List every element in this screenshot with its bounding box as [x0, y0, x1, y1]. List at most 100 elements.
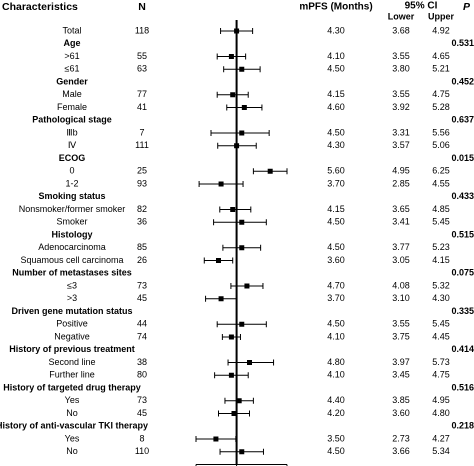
point-estimate	[218, 181, 224, 187]
point-estimate	[215, 258, 221, 263]
row-label: Positive	[56, 319, 88, 329]
group-label: ECOG	[59, 153, 86, 163]
upper-value: 4.27	[432, 433, 450, 443]
group-label: Driven gene mutation status	[11, 306, 132, 316]
estimate-value: 4.40	[327, 395, 345, 405]
column-header: Lower	[388, 11, 415, 21]
row-label: 0	[69, 166, 74, 176]
estimate-value: 4.60	[327, 102, 345, 112]
upper-value: 4.45	[432, 331, 450, 341]
lower-value: 3.55	[392, 319, 410, 329]
point-estimate	[244, 283, 250, 289]
lower-value: 4.95	[392, 166, 410, 176]
lower-value: 3.41	[392, 217, 410, 227]
n-value: 118	[135, 25, 149, 35]
upper-value: 5.21	[432, 64, 450, 74]
group-label: Pathological stage	[32, 115, 112, 125]
n-value: 41	[137, 102, 147, 112]
point-estimate	[213, 436, 219, 442]
estimate-value: 4.30	[327, 25, 345, 35]
row-label: >3	[67, 293, 77, 303]
upper-value: 6.25	[432, 166, 450, 176]
row-label: No	[66, 408, 78, 418]
row-label: Negative	[54, 331, 90, 341]
group-label: History of targeted drug therapy	[3, 382, 141, 392]
n-value: 25	[137, 166, 147, 176]
p-value: 0.218	[451, 421, 474, 431]
point-estimate	[247, 360, 253, 365]
lower-value: 3.45	[392, 370, 410, 380]
p-value: 0.515	[451, 229, 474, 239]
row-label: Yes	[65, 395, 80, 405]
column-header: mPFS (Months)	[299, 2, 372, 13]
row-label: Second line	[48, 357, 95, 367]
point-estimate	[241, 105, 247, 110]
estimate-value: 5.60	[327, 166, 345, 176]
n-value: 80	[137, 370, 147, 380]
row-label: Smoker	[56, 217, 87, 227]
p-value: 0.414	[451, 344, 474, 354]
estimate-value: 4.20	[327, 408, 345, 418]
n-value: 55	[137, 51, 147, 61]
row-label: >61	[64, 51, 79, 61]
row-label: Yes	[65, 433, 80, 443]
estimate-value: 4.50	[327, 64, 345, 74]
n-value: 73	[137, 395, 147, 405]
upper-value: 4.95	[432, 395, 450, 405]
point-estimate	[236, 398, 242, 404]
row-label: Adenocarcinoma	[38, 242, 106, 252]
lower-value: 3.57	[392, 140, 410, 150]
group-label: History of anti-vascular TKI therapy	[0, 421, 148, 431]
column-header: 95% CI	[405, 1, 438, 12]
lower-value: 3.68	[392, 25, 410, 35]
estimate-value: 3.50	[327, 433, 345, 443]
point-estimate	[239, 219, 245, 225]
upper-value: 4.30	[432, 293, 450, 303]
upper-value: 4.75	[432, 89, 450, 99]
n-value: 77	[137, 89, 147, 99]
column-header: Upper	[428, 11, 455, 21]
estimate-value: 4.15	[327, 204, 345, 214]
estimate-value: 4.10	[327, 370, 345, 380]
column-header: N	[138, 1, 146, 13]
estimate-value: 4.50	[327, 127, 345, 137]
n-value: 7	[139, 127, 144, 137]
lower-value: 3.55	[392, 51, 410, 61]
row-label: ≤3	[67, 280, 77, 290]
p-value: 0.452	[451, 76, 474, 86]
upper-value: 4.85	[432, 204, 450, 214]
p-value: 0.015	[451, 153, 474, 163]
p-value: 0.531	[451, 38, 474, 48]
point-estimate	[239, 66, 245, 72]
group-label: Age	[63, 38, 80, 48]
n-value: 111	[135, 140, 149, 150]
lower-value: 3.77	[392, 242, 410, 252]
upper-value: 5.28	[432, 102, 450, 112]
estimate-value: 4.10	[327, 331, 345, 341]
n-value: 93	[137, 178, 147, 188]
row-label: Squamous cell carcinoma	[20, 255, 123, 265]
row-label: Total	[62, 25, 81, 35]
group-label: History of previous treatment	[9, 344, 135, 354]
estimate-value: 4.50	[327, 217, 345, 227]
estimate-value: 3.70	[327, 178, 345, 188]
row-label: Female	[57, 102, 87, 112]
point-estimate	[228, 372, 234, 378]
upper-value: 4.65	[432, 51, 450, 61]
estimate-value: 3.70	[327, 293, 345, 303]
group-label: Histology	[51, 229, 92, 239]
row-label: No	[66, 446, 78, 456]
lower-value: 2.73	[392, 433, 410, 443]
upper-value: 5.06	[432, 140, 450, 150]
n-value: 44	[137, 319, 147, 329]
estimate-value: 4.50	[327, 242, 345, 252]
point-estimate	[218, 296, 224, 302]
n-value: 36	[137, 217, 147, 227]
lower-value: 3.05	[392, 255, 410, 265]
n-value: 74	[137, 331, 147, 341]
point-estimate	[239, 130, 245, 136]
n-value: 85	[137, 242, 147, 252]
point-estimate	[267, 168, 273, 174]
point-estimate	[228, 334, 234, 340]
